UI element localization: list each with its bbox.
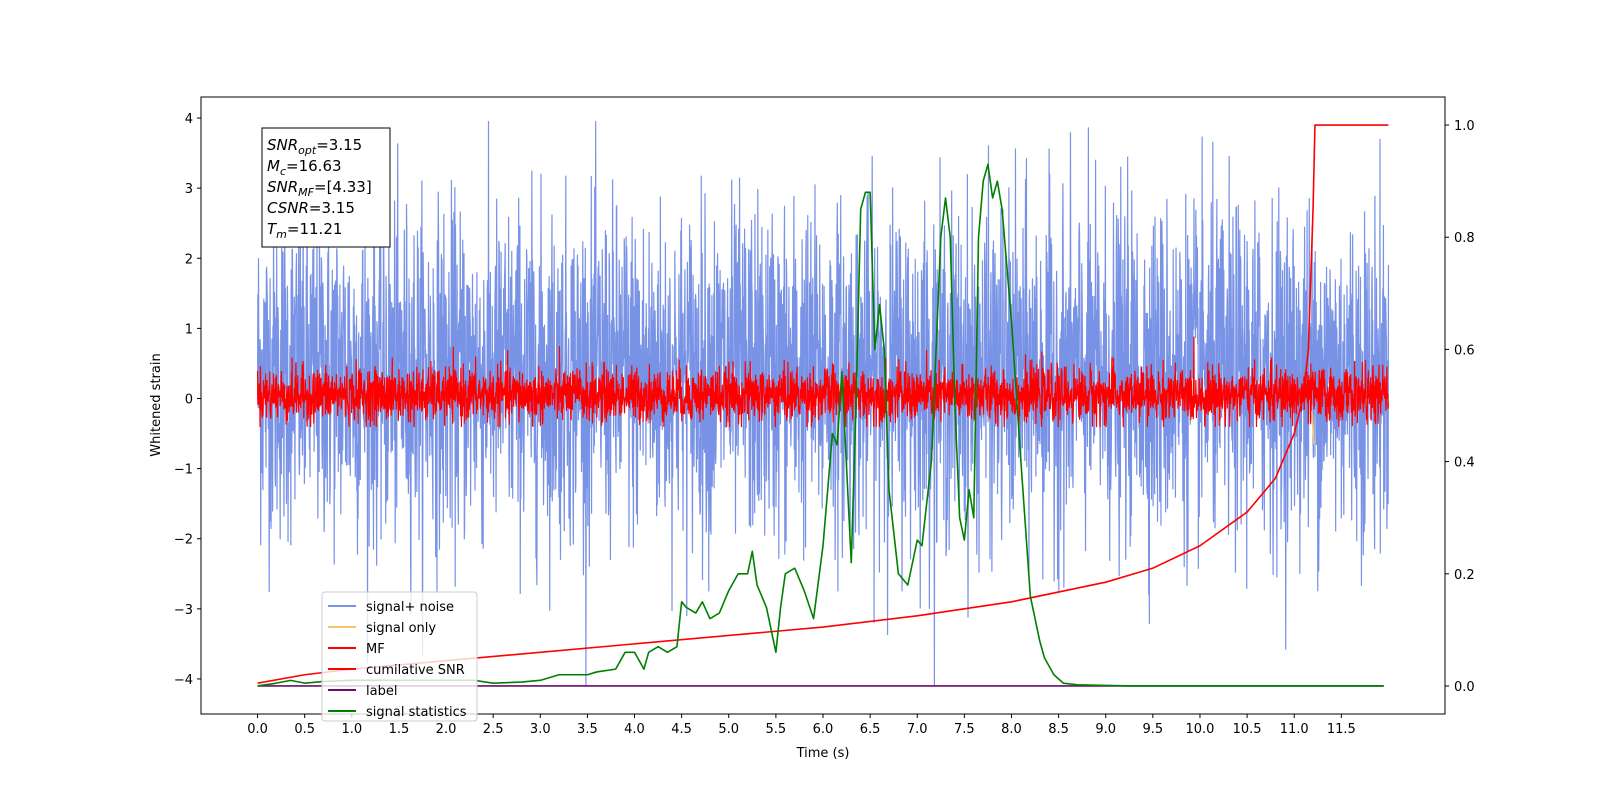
x-tick-label: 4.0 bbox=[624, 722, 645, 737]
legend-label: signal+ noise bbox=[366, 600, 454, 615]
x-tick-label: 10.5 bbox=[1233, 722, 1262, 737]
y-tick-label: 0 bbox=[185, 392, 193, 407]
x-tick-label: 1.5 bbox=[389, 722, 410, 737]
annotation-frame bbox=[261, 127, 391, 248]
y-right-tick-label: 1.0 bbox=[1454, 119, 1475, 134]
y-right-tick-label: 0.4 bbox=[1454, 456, 1475, 471]
x-tick-label: 2.5 bbox=[483, 722, 504, 737]
y-right-tick-label: 0.6 bbox=[1454, 343, 1475, 358]
x-tick-label: 8.0 bbox=[1001, 722, 1022, 737]
y-tick-label: 2 bbox=[185, 252, 193, 267]
x-tick-label: 4.5 bbox=[671, 722, 692, 737]
x-tick-label: 10.0 bbox=[1185, 722, 1214, 737]
annotation-line: SNRMF=[4.33] bbox=[267, 178, 372, 199]
x-tick-label: 3.5 bbox=[577, 722, 598, 737]
x-tick-label: 1.0 bbox=[341, 722, 362, 737]
x-tick-label: 11.5 bbox=[1327, 722, 1356, 737]
y-axis-right: 1.0 0.8 0.6 0.4 0.2 0.0 bbox=[1445, 119, 1475, 695]
series-line-1 bbox=[1311, 412, 1315, 445]
legend-label: signal only bbox=[366, 621, 436, 636]
x-tick-label: 3.0 bbox=[530, 722, 551, 737]
y-axis-title: Whitened strain bbox=[149, 353, 164, 456]
x-tick-label: 6.5 bbox=[860, 722, 881, 737]
y-tick-label: −3 bbox=[174, 603, 193, 618]
annotation-line: CSNR=3.15 bbox=[267, 199, 355, 217]
annotation-line: Mc=16.63 bbox=[267, 157, 342, 178]
series-line-0 bbox=[256, 120, 1390, 687]
x-tick-label: 2.0 bbox=[436, 722, 457, 737]
annotation-line: Tm=11.21 bbox=[267, 220, 342, 241]
x-tick-label: 9.5 bbox=[1143, 722, 1164, 737]
x-tick-label: 0.0 bbox=[247, 722, 268, 737]
x-tick-label: 6.0 bbox=[813, 722, 834, 737]
y-right-tick-label: 0.8 bbox=[1454, 231, 1475, 246]
legend-label: signal statistics bbox=[366, 705, 467, 720]
legend-label: label bbox=[366, 684, 397, 699]
x-axis: 0.0 0.5 1.0 1.5 2.0 2.5 3.0 3.5 4.0 4.5 5.0 5.5 6.0 6… bbox=[247, 714, 1356, 737]
x-tick-label: 9.0 bbox=[1095, 722, 1116, 737]
y-right-tick-label: 0.2 bbox=[1454, 568, 1475, 583]
y-right-tick-label: 0.0 bbox=[1454, 680, 1475, 695]
y-tick-label: 3 bbox=[185, 182, 193, 197]
x-tick-label: 11.0 bbox=[1280, 722, 1309, 737]
x-tick-label: 5.5 bbox=[766, 722, 787, 737]
legend: signal+ noise signal only MF cumilative SNR… bbox=[321, 591, 478, 722]
x-tick-label: 8.5 bbox=[1048, 722, 1069, 737]
x-tick-label: 7.0 bbox=[907, 722, 928, 737]
y-axis-left: 4 3 2 1 0 −1 −2 −3 −4 bbox=[174, 112, 201, 688]
y-tick-label: −2 bbox=[174, 533, 193, 548]
y-tick-label: −4 bbox=[174, 673, 193, 688]
y-tick-label: −1 bbox=[174, 463, 193, 478]
x-tick-label: 0.5 bbox=[294, 722, 315, 737]
x-axis-title: Time (s) bbox=[796, 746, 850, 761]
annotation-box: SNRopt=3.15Mc=16.63SNRMF=[4.33]CSNR=3.15… bbox=[261, 127, 391, 248]
legend-label: MF bbox=[366, 642, 385, 657]
y-tick-label: 1 bbox=[185, 322, 193, 337]
annotation-line: SNRopt=3.15 bbox=[267, 136, 362, 157]
legend-label: cumilative SNR bbox=[366, 663, 465, 678]
y-tick-label: 4 bbox=[185, 112, 193, 127]
legend-frame bbox=[321, 591, 478, 722]
series-line-2 bbox=[256, 336, 1390, 428]
series-line-5 bbox=[257, 163, 1384, 687]
x-tick-label: 7.5 bbox=[954, 722, 975, 737]
x-tick-label: 5.0 bbox=[718, 722, 739, 737]
